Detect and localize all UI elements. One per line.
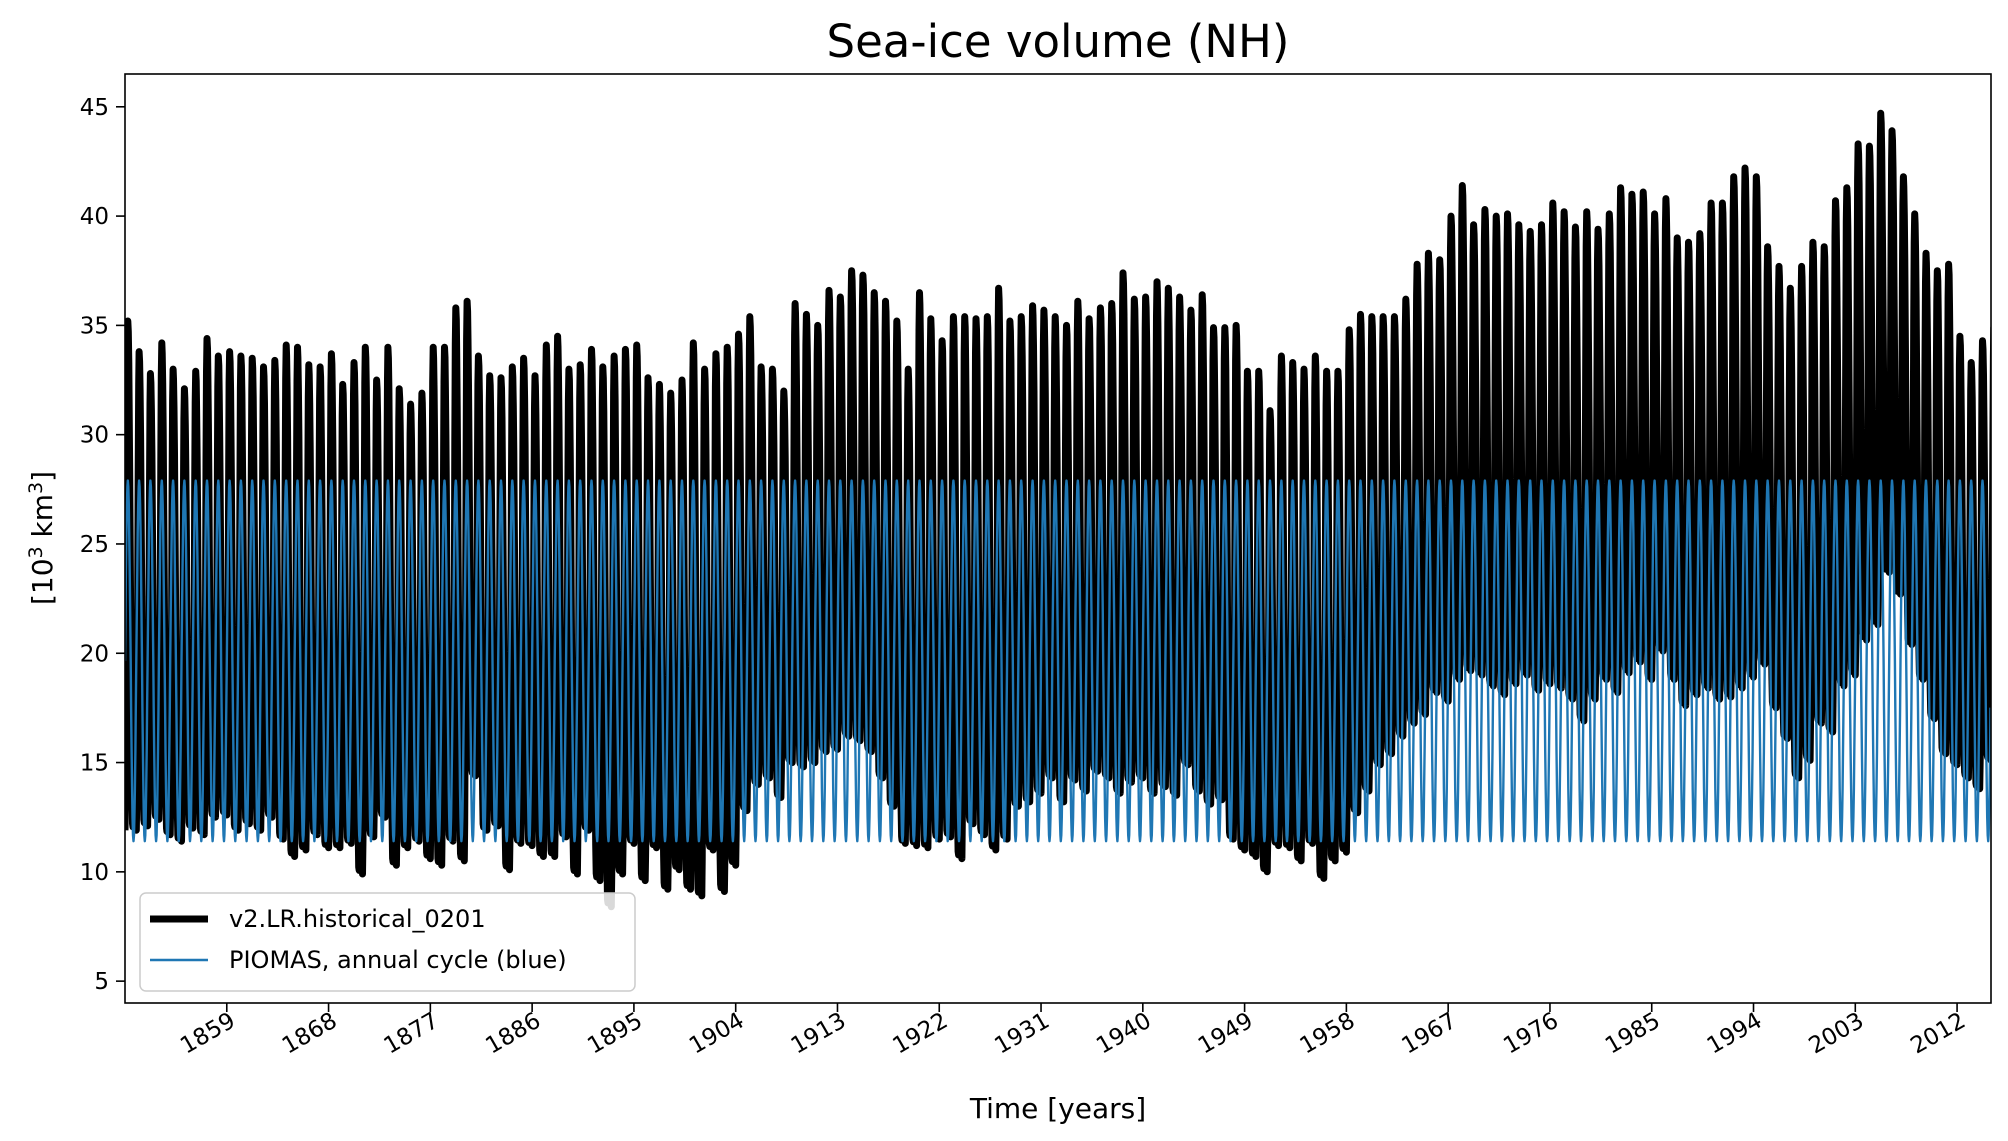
y-tick-label: 30	[80, 423, 109, 449]
y-axis-label-sup1: 3	[25, 546, 47, 558]
y-tick-label: 40	[80, 204, 109, 230]
y-tick-label: 45	[80, 95, 109, 121]
y-tick-label: 25	[80, 532, 109, 558]
x-axis-label: Time [years]	[969, 1092, 1146, 1125]
y-axis-label-part1: [10	[26, 558, 59, 605]
y-tick-label: 10	[80, 860, 109, 886]
series-layer	[125, 109, 1991, 911]
legend-label-piomas: PIOMAS, annual cycle (blue)	[229, 946, 567, 974]
legend: v2.LR.historical_0201 PIOMAS, annual cyc…	[139, 892, 636, 992]
y-tick-label: 5	[94, 969, 109, 995]
chart-title: Sea-ice volume (NH)	[827, 15, 1290, 68]
series-piomas-line	[125, 479, 1991, 843]
y-tick-label: 35	[80, 313, 109, 339]
y-axis-label: [103 km3]	[25, 471, 59, 605]
y-axis: 5 10 15 20 25 30 35 40 45	[80, 95, 125, 995]
y-axis-label-part2: km	[26, 494, 59, 546]
y-axis-label-part3: ]	[26, 471, 59, 482]
y-axis-label-sup2: 3	[25, 482, 47, 494]
y-tick-label: 20	[80, 641, 109, 667]
plot-frame	[124, 73, 1992, 1004]
y-tick-label: 15	[80, 751, 109, 777]
legend-label-v2lr: v2.LR.historical_0201	[229, 905, 486, 933]
legend-box	[139, 892, 636, 992]
